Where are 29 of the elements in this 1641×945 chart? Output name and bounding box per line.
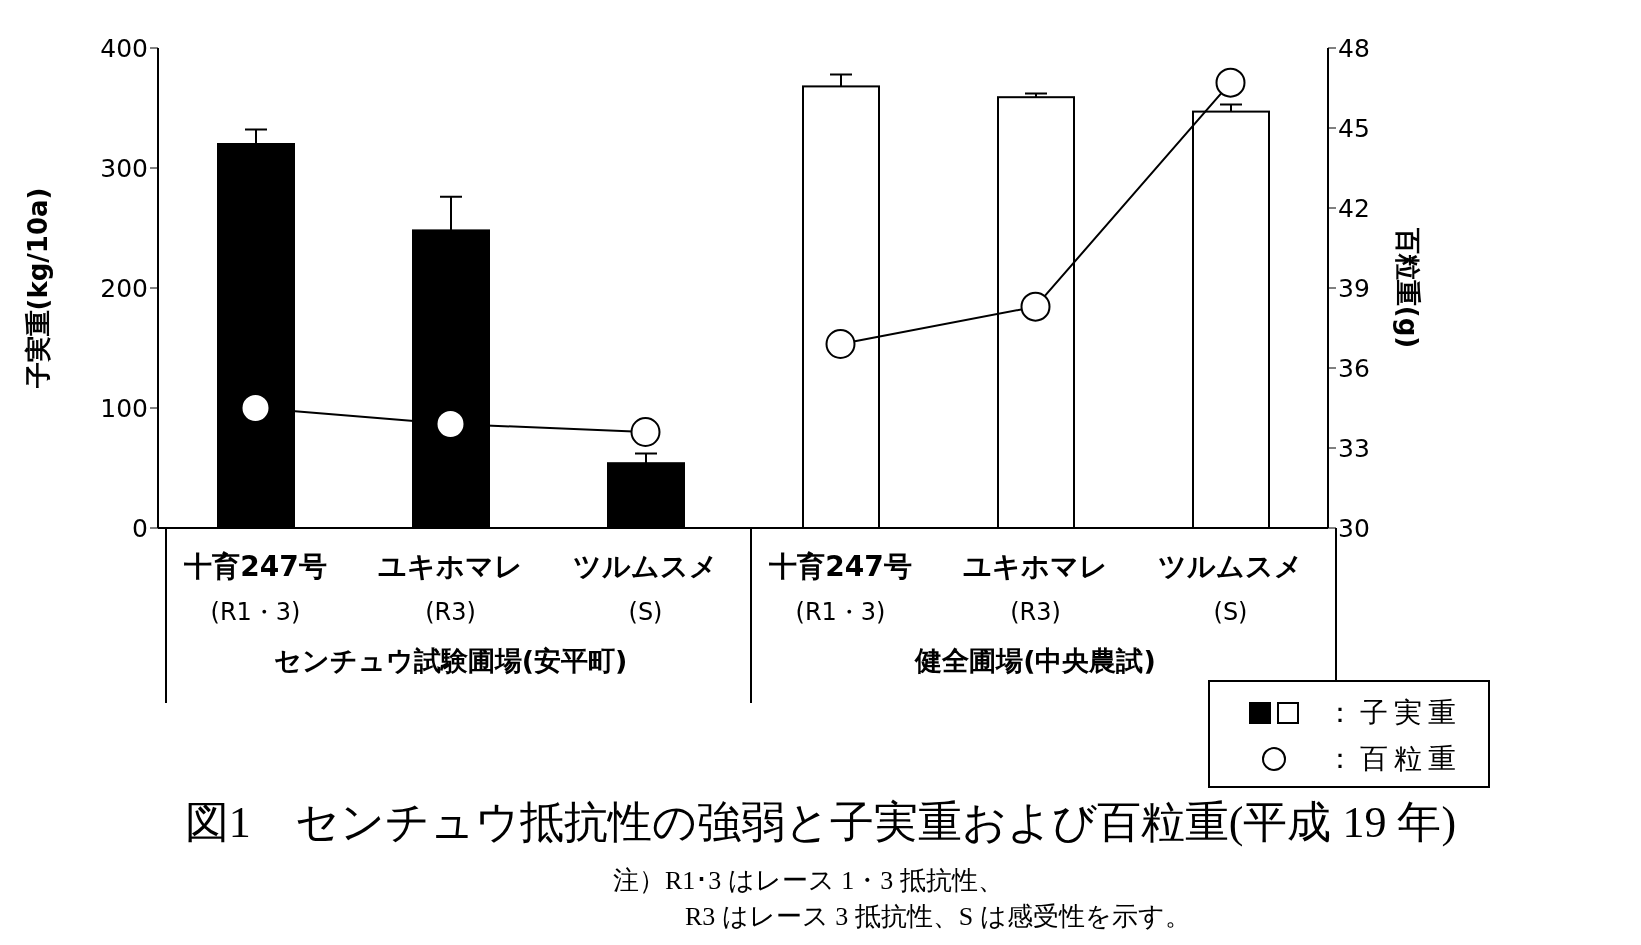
y2-tick-label: 45 <box>1338 113 1370 143</box>
legend-label: ：子実重 <box>1326 695 1462 731</box>
x-tick-label: ユキホマレ (R3) <box>378 550 523 626</box>
y2-tick-label: 48 <box>1338 33 1370 63</box>
point <box>435 409 466 439</box>
x-tick-label: ツルムスメ (S) <box>1158 550 1303 626</box>
y-axis-title: 子実重(kg/10a) <box>23 187 53 390</box>
x-tick-label: 十育247号 (R1・3) <box>768 550 912 626</box>
y2-tick-label: 36 <box>1338 353 1370 383</box>
y-tick-label: 300 <box>100 153 148 183</box>
x-tick-label: ユキホマレ (R3) <box>963 550 1108 626</box>
legend-label: ：百粒重 <box>1326 741 1462 777</box>
point <box>240 393 271 423</box>
y2-tick-label: 42 <box>1338 193 1370 223</box>
text: 図1 センチュウ抵抗性の強弱と子実重および百粒重(平成 19 年) <box>183 797 1458 849</box>
y2-tick-label: 39 <box>1338 273 1370 303</box>
y-tick-label: 200 <box>100 273 148 303</box>
x-tick-label: ツルムスメ (S) <box>573 550 718 626</box>
y-tick-label: 400 <box>100 33 148 63</box>
point <box>1020 291 1051 322</box>
y2-tick-label: 30 <box>1338 513 1370 543</box>
y2-tick-label: 33 <box>1338 433 1370 463</box>
text: センチュウ試験圃場(安平町) <box>272 644 629 678</box>
text: 健全圃場(中央農試) <box>913 644 1157 678</box>
y2-axis-title: 百粒重(g) <box>1393 226 1423 349</box>
y-tick-label: 100 <box>100 393 148 423</box>
y-tick-label: 0 <box>132 513 148 543</box>
text: 注）R1･3 はレース 1・3 抵抗性、 R3 はレース 3 抵抗性、S は感受性を示す。 <box>613 865 1191 933</box>
x-tick-label: 十育247号 (R1・3) <box>183 550 327 626</box>
